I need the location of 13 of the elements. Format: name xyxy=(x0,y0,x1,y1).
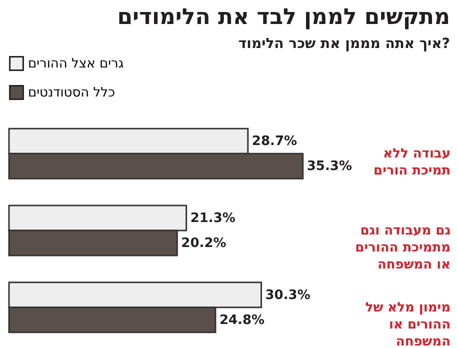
data-label: 20.2% xyxy=(181,236,226,251)
data-label: 28.7% xyxy=(252,134,298,150)
data-label: 30.3% xyxy=(265,288,310,303)
data-label: 35.3% xyxy=(306,159,352,174)
legend-label: כלל הסטודנטים xyxy=(28,86,116,100)
chart-title: מתקשים לממן לבד את הלימודים xyxy=(117,5,450,30)
y-tick-label: עבודה ללא תמיכת הורים xyxy=(374,146,450,179)
data-label: 24.8% xyxy=(219,312,265,328)
data-label: 21.3% xyxy=(190,211,236,226)
text: איך אתה מממן את שכר הלימוד? xyxy=(238,36,450,52)
y-tick-label: גם מעבודה וגם מתמיכת ההורים או המשפחה xyxy=(355,224,451,272)
y-tick-label: מימון מלא של ההורים או המשפחה xyxy=(365,300,450,348)
legend-label: גרים אצל ההורים xyxy=(28,56,124,72)
